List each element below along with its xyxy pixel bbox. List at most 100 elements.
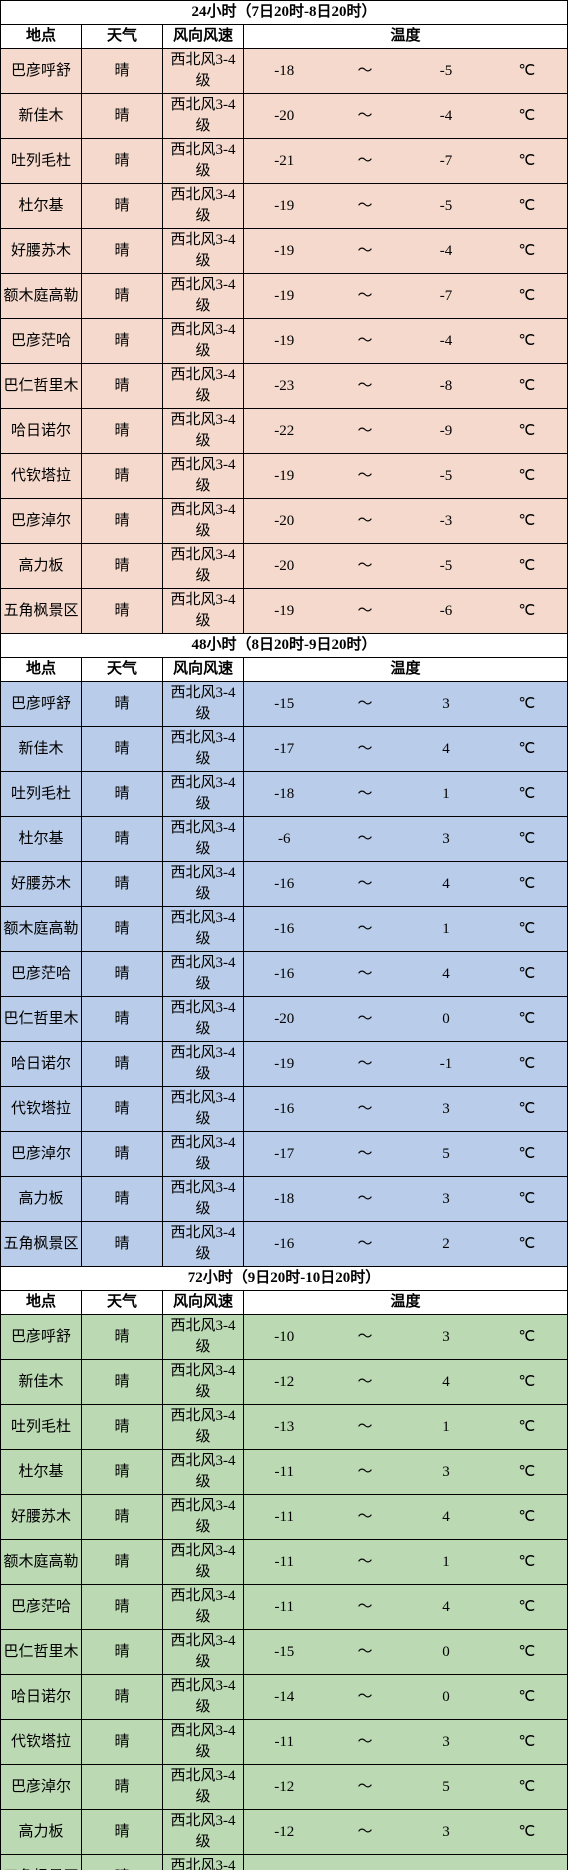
cell-location: 高力板 — [1, 1810, 82, 1855]
cell-temp-low: -12 — [244, 1360, 325, 1405]
cell-wind: 西北风3-4级 — [163, 1630, 244, 1675]
cell-weather: 晴 — [82, 1495, 163, 1540]
table-row: 哈日诺尔晴西北风3-4级-19～-1℃ — [1, 1042, 568, 1087]
table-row: 代钦塔拉晴西北风3-4级-11～3℃ — [1, 1720, 568, 1765]
cell-weather: 晴 — [82, 1360, 163, 1405]
cell-temp-high: 0 — [406, 997, 487, 1042]
cell-wind: 西北风3-4级 — [163, 727, 244, 772]
cell-location: 巴彦呼舒 — [1, 1315, 82, 1360]
cell-weather: 晴 — [82, 589, 163, 634]
col-header-location: 地点 — [1, 658, 82, 682]
cell-temp-unit: ℃ — [487, 862, 568, 907]
cell-weather: 晴 — [82, 997, 163, 1042]
table-row: 哈日诺尔晴西北风3-4级-22～-9℃ — [1, 409, 568, 454]
col-header-weather: 天气 — [82, 658, 163, 682]
cell-temp-sep: ～ — [325, 1222, 406, 1267]
cell-location: 代钦塔拉 — [1, 454, 82, 499]
cell-temp-sep: ～ — [325, 499, 406, 544]
table-row: 巴彦淖尔晴西北风3-4级-12～5℃ — [1, 1765, 568, 1810]
cell-weather: 晴 — [82, 1132, 163, 1177]
cell-temp-unit: ℃ — [487, 727, 568, 772]
col-header-temp: 温度 — [244, 658, 568, 682]
cell-temp-sep: ～ — [325, 817, 406, 862]
table-row: 高力板晴西北风3-4级-18～3℃ — [1, 1177, 568, 1222]
cell-temp-low: -18 — [244, 1177, 325, 1222]
cell-location: 巴彦呼舒 — [1, 49, 82, 94]
cell-location: 新佳木 — [1, 727, 82, 772]
table-row: 高力板晴西北风3-4级-12～3℃ — [1, 1810, 568, 1855]
cell-location: 巴彦淖尔 — [1, 1132, 82, 1177]
cell-temp-high: -9 — [406, 409, 487, 454]
cell-temp-low: -19 — [244, 229, 325, 274]
cell-temp-high: 2 — [406, 1222, 487, 1267]
cell-wind: 西北风3-4级 — [163, 1405, 244, 1450]
cell-wind: 西北风3-4级 — [163, 1540, 244, 1585]
table-row: 巴彦淖尔晴西北风3-4级-17～5℃ — [1, 1132, 568, 1177]
cell-temp-high: 5 — [406, 1132, 487, 1177]
cell-wind: 西北风3-4级 — [163, 1222, 244, 1267]
cell-wind: 西北风3-4级 — [163, 544, 244, 589]
table-row: 好腰苏木晴西北风3-4级-16～4℃ — [1, 862, 568, 907]
cell-weather: 晴 — [82, 1720, 163, 1765]
cell-weather: 晴 — [82, 319, 163, 364]
table-row: 巴彦茫哈晴西北风3-4级-19～-4℃ — [1, 319, 568, 364]
cell-location: 巴彦茫哈 — [1, 319, 82, 364]
cell-temp-low: -16 — [244, 907, 325, 952]
cell-temp-high: 3 — [406, 1450, 487, 1495]
cell-location: 杜尔基 — [1, 817, 82, 862]
cell-temp-low: -11 — [244, 1585, 325, 1630]
cell-temp-low: -22 — [244, 409, 325, 454]
cell-temp-low: -12 — [244, 1765, 325, 1810]
cell-location: 额木庭高勒 — [1, 907, 82, 952]
cell-weather: 晴 — [82, 1087, 163, 1132]
table-row: 吐列毛杜晴西北风3-4级-21～-7℃ — [1, 139, 568, 184]
cell-temp-low: -6 — [244, 817, 325, 862]
cell-temp-low: -16 — [244, 1087, 325, 1132]
cell-temp-high: 0 — [406, 1675, 487, 1720]
cell-temp-low: -17 — [244, 1132, 325, 1177]
cell-location: 五角枫景区 — [1, 1222, 82, 1267]
cell-temp-low: -12 — [244, 1810, 325, 1855]
cell-wind: 西北风3-4级 — [163, 319, 244, 364]
cell-temp-unit: ℃ — [487, 139, 568, 184]
cell-temp-unit: ℃ — [487, 1087, 568, 1132]
cell-wind: 西北风3-4级 — [163, 772, 244, 817]
cell-location: 巴仁哲里木 — [1, 1630, 82, 1675]
cell-wind: 西北风3-4级 — [163, 1585, 244, 1630]
cell-temp-unit: ℃ — [487, 1765, 568, 1810]
cell-location: 新佳木 — [1, 94, 82, 139]
cell-temp-high: 4 — [406, 1495, 487, 1540]
cell-temp-unit: ℃ — [487, 1222, 568, 1267]
cell-temp-low: -15 — [244, 1630, 325, 1675]
cell-weather: 晴 — [82, 772, 163, 817]
cell-wind: 西北风3-4级 — [163, 1495, 244, 1540]
section-title-row: 48小时（8日20时-9日20时） — [1, 634, 568, 658]
col-header-temp: 温度 — [244, 25, 568, 49]
section-title-row: 24小时（7日20时-8日20时） — [1, 1, 568, 25]
cell-weather: 晴 — [82, 1630, 163, 1675]
cell-temp-unit: ℃ — [487, 1177, 568, 1222]
cell-temp-low: -16 — [244, 1222, 325, 1267]
cell-temp-unit: ℃ — [487, 319, 568, 364]
cell-wind: 西北风3-4级 — [163, 229, 244, 274]
cell-temp-unit: ℃ — [487, 364, 568, 409]
col-header-wind: 风向风速 — [163, 25, 244, 49]
table-row: 新佳木晴西北风3-4级-17～4℃ — [1, 727, 568, 772]
cell-temp-low: -19 — [244, 454, 325, 499]
table-row: 哈日诺尔晴西北风3-4级-14～0℃ — [1, 1675, 568, 1720]
cell-temp-sep: ～ — [325, 1315, 406, 1360]
table-row: 五角枫景区晴西北风3-4级-11～3℃ — [1, 1855, 568, 1870]
cell-temp-sep: ～ — [325, 454, 406, 499]
cell-temp-sep: ～ — [325, 589, 406, 634]
cell-temp-sep: ～ — [325, 1540, 406, 1585]
cell-weather: 晴 — [82, 862, 163, 907]
cell-temp-unit: ℃ — [487, 1720, 568, 1765]
cell-weather: 晴 — [82, 499, 163, 544]
table-row: 代钦塔拉晴西北风3-4级-16～3℃ — [1, 1087, 568, 1132]
cell-temp-high: 3 — [406, 1810, 487, 1855]
cell-temp-unit: ℃ — [487, 1855, 568, 1870]
cell-temp-sep: ～ — [325, 1495, 406, 1540]
cell-weather: 晴 — [82, 1405, 163, 1450]
cell-temp-high: -7 — [406, 274, 487, 319]
table-row: 巴彦呼舒晴西北风3-4级-18～-5℃ — [1, 49, 568, 94]
